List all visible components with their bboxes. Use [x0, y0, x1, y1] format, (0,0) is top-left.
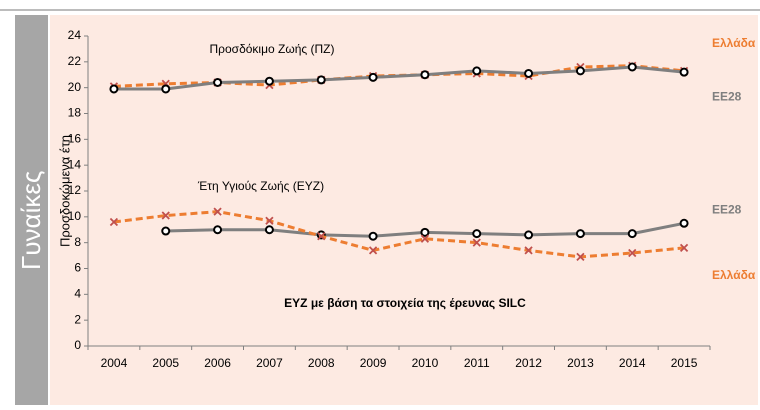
side-label: Γυναίκες	[16, 171, 46, 270]
series-label: ΕΕ28	[712, 202, 742, 216]
point-marker	[420, 70, 430, 80]
x-tick-label: 2006	[204, 356, 231, 370]
chart-background	[50, 15, 758, 405]
point-marker	[316, 75, 326, 85]
point-marker	[679, 218, 689, 228]
point-marker	[679, 67, 689, 77]
point-marker	[264, 225, 274, 235]
point-marker	[109, 84, 119, 94]
point-marker	[161, 226, 171, 236]
point-marker	[627, 62, 637, 72]
x-tick-label: 2010	[412, 356, 439, 370]
point-marker	[576, 252, 585, 262]
point-marker	[264, 76, 274, 86]
series-line	[113, 65, 685, 91]
y-tick-label: 4	[74, 287, 81, 301]
series-line	[113, 210, 685, 259]
x-tick-label: 2005	[152, 356, 179, 370]
y-tick-label: 20	[68, 80, 82, 94]
point-marker	[472, 238, 481, 247]
y-tick-label: 2	[74, 312, 81, 326]
x-tick-label: 2013	[567, 356, 594, 370]
y-axis-label: Προσδοκώμενα έτη	[57, 135, 72, 247]
point-marker	[213, 207, 222, 216]
x-tick-label: 2012	[515, 356, 542, 370]
point-marker	[213, 225, 223, 235]
x-tick-label: 2009	[360, 356, 387, 370]
y-tick-label: 0	[74, 338, 81, 352]
series-label: ΕΕ28	[712, 89, 742, 103]
x-tick-label: 2014	[619, 356, 646, 370]
y-tick-label: 16	[68, 132, 82, 146]
side-band	[15, 15, 48, 405]
series-label: Ελλάδα	[712, 268, 756, 282]
point-marker	[161, 211, 170, 220]
point-marker	[265, 216, 274, 225]
series-label: Ελλάδα	[712, 36, 756, 50]
point-marker	[109, 217, 119, 227]
point-marker	[368, 72, 378, 82]
y-tick-label: 14	[68, 157, 82, 171]
y-tick-label: 10	[68, 209, 82, 223]
annotation: Έτη Υγιούς Ζωής (ΕΥΖ)	[197, 179, 324, 193]
point-marker	[368, 246, 378, 255]
point-marker	[627, 229, 637, 239]
point-marker	[524, 68, 534, 78]
point-marker	[213, 78, 223, 87]
y-tick-label: 24	[68, 28, 82, 42]
point-marker	[317, 232, 326, 241]
y-tick-label: 18	[68, 106, 82, 120]
point-marker	[472, 229, 482, 239]
y-tick-label: 22	[68, 54, 82, 68]
x-tick-label: 2004	[101, 356, 128, 370]
point-marker	[420, 234, 430, 243]
y-tick-label: 12	[68, 183, 82, 197]
point-marker	[628, 248, 637, 258]
y-tick-label: 8	[74, 235, 81, 249]
point-marker	[368, 231, 378, 241]
annotation: ΕΥΖ με βάση τα στοιχεία της έρευνας SILC	[284, 296, 526, 310]
series-line	[113, 64, 685, 88]
point-marker	[679, 243, 689, 252]
point-marker	[420, 227, 430, 237]
x-tick-label: 2007	[256, 356, 283, 370]
point-marker	[524, 246, 533, 255]
y-tick-label: 6	[74, 261, 81, 275]
point-marker	[472, 66, 482, 76]
point-marker	[161, 84, 171, 94]
annotation: Προσδόκιμο Ζωής (ΠΖ)	[210, 42, 335, 56]
point-marker	[575, 229, 585, 239]
x-tick-label: 2008	[308, 356, 335, 370]
x-tick-label: 2011	[464, 356, 490, 370]
x-tick-label: 2015	[671, 356, 698, 370]
point-marker	[575, 66, 585, 76]
point-marker	[524, 230, 534, 240]
